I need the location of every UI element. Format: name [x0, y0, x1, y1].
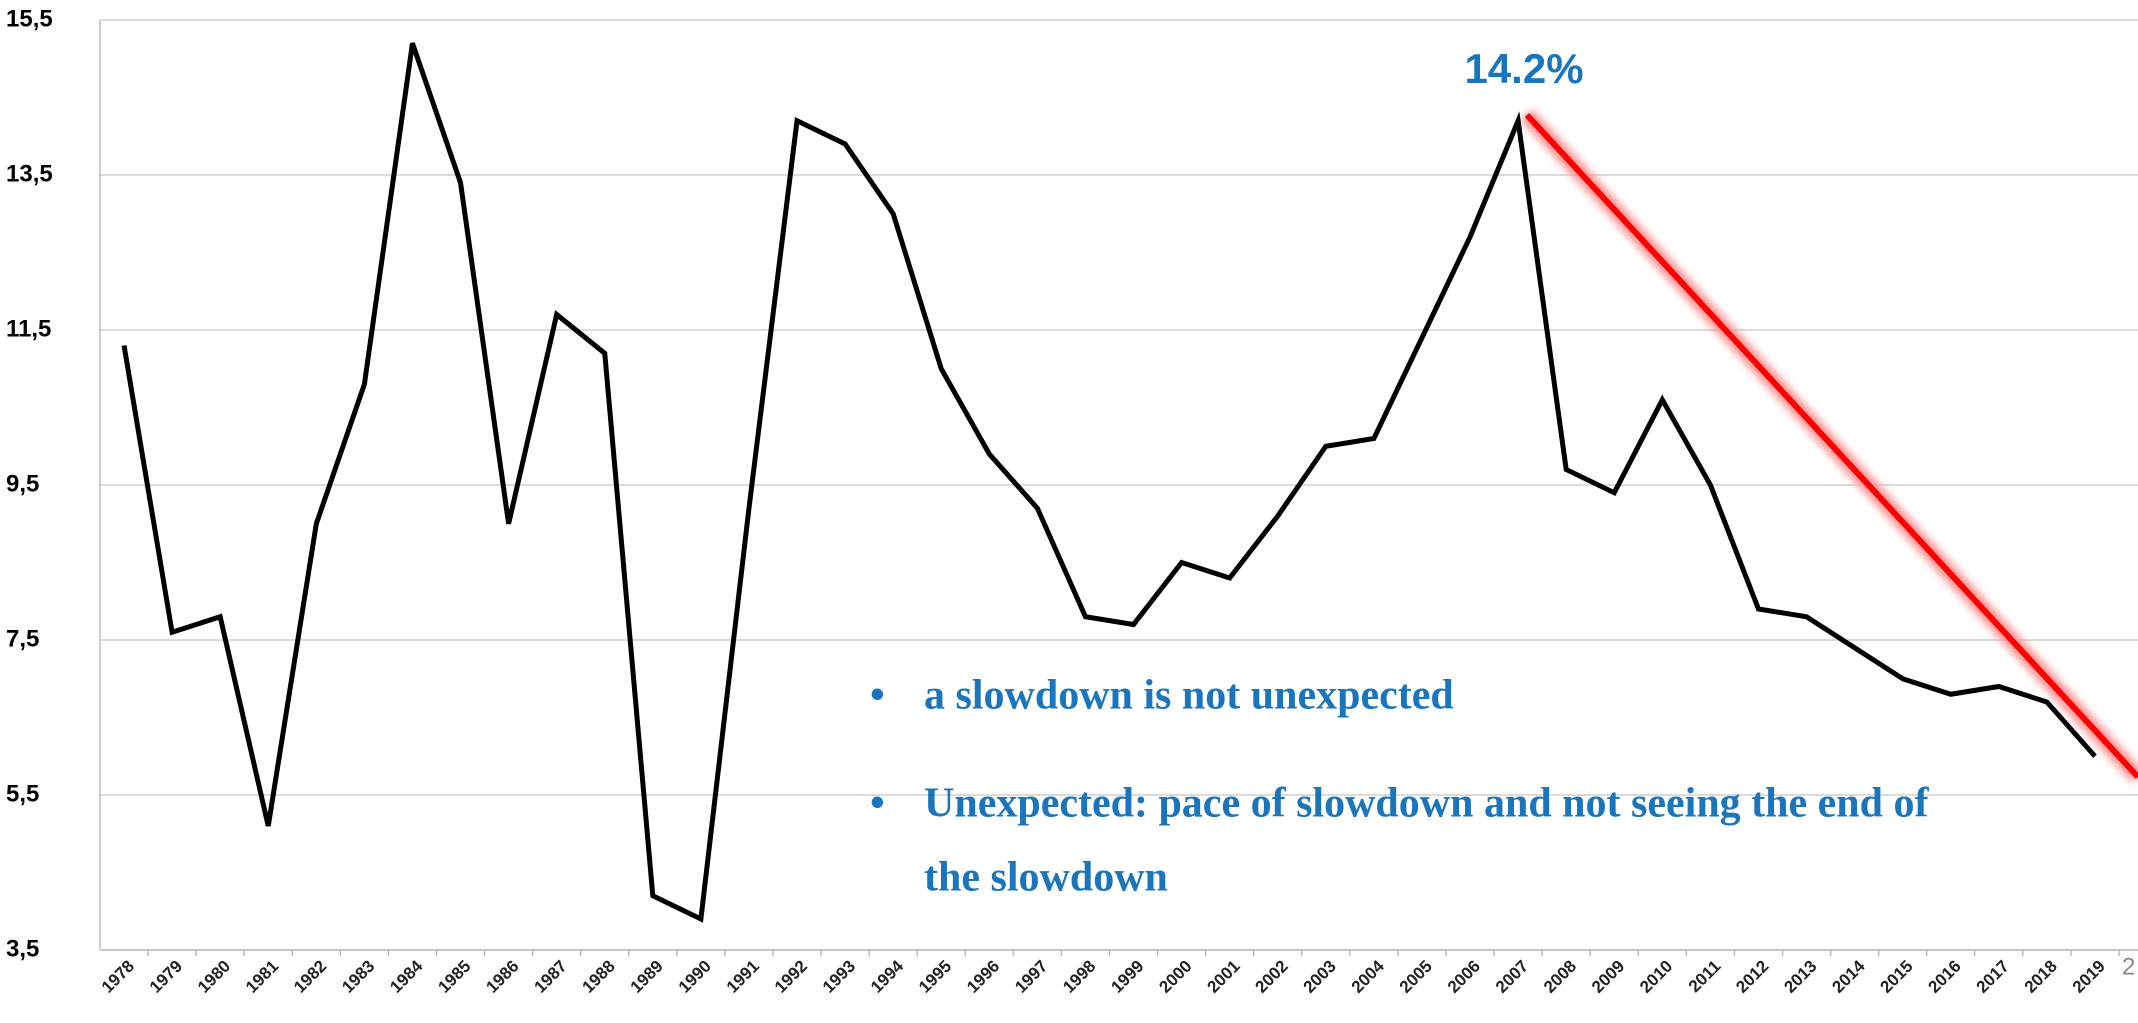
x-tick-label: 2008 [1540, 957, 1580, 997]
trend-line [1524, 112, 2138, 780]
grid [99, 19, 2138, 956]
x-tick-label: 1983 [338, 957, 378, 997]
x-tick-label: 1988 [579, 957, 619, 997]
y-tick-label: 15,5 [6, 5, 53, 32]
x-tick-label: 2013 [1780, 957, 1820, 997]
x-tick-label: 2009 [1588, 957, 1628, 997]
x-tick-label: 1989 [627, 957, 667, 997]
x-tick-label: 1981 [242, 957, 282, 997]
y-tick-label: 7,5 [6, 625, 39, 652]
x-tick-label: 1978 [98, 957, 138, 997]
x-tick-label: 2018 [2021, 957, 2061, 997]
x-tick-label: 1986 [482, 957, 522, 997]
y-tick-label: 11,5 [6, 315, 51, 342]
x-tick-label: 1982 [290, 957, 330, 997]
x-tick-label: 2003 [1300, 957, 1340, 997]
bullet-text: a slowdown is not unexpected [924, 673, 1454, 719]
x-tick-label: 2016 [1925, 957, 1965, 997]
x-tick-label: 1992 [771, 957, 811, 997]
x-tick-label: 2001 [1203, 957, 1243, 997]
x-tick-label: 1999 [1107, 957, 1147, 997]
x-tick-label: 2000 [1155, 957, 1195, 997]
x-tick-label: 1987 [530, 957, 570, 997]
x-tick-label: 1984 [386, 956, 427, 997]
x-tick-label: 1979 [146, 957, 186, 997]
y-tick-label: 13,5 [6, 160, 53, 187]
x-tick-label: 1985 [434, 957, 474, 997]
peak-label: 14.2% [1464, 45, 1583, 92]
bullet: • [870, 781, 885, 827]
bullet: • [870, 673, 885, 719]
x-tick-label: 2004 [1348, 956, 1389, 997]
x-tick-label: 1996 [963, 957, 1003, 997]
x-tick-label: 2007 [1492, 957, 1532, 997]
x-tick-label: 2019 [2069, 957, 2109, 997]
x-tick-label: 2006 [1444, 957, 1484, 997]
y-tick-label: 5,5 [6, 780, 39, 807]
x-tick-label: 2012 [1732, 957, 1772, 997]
line-series [121, 42, 2097, 923]
x-tick-label: 2015 [1876, 957, 1916, 997]
y-tick-label: 3,5 [6, 935, 39, 962]
x-tick-label: 2014 [1828, 956, 1869, 997]
x-tick-label: 2010 [1636, 957, 1676, 997]
x-tick-label: 1994 [867, 956, 908, 997]
x-tick-label: 2011 [1685, 957, 1725, 997]
y-tick-label: 9,5 [6, 470, 39, 497]
x-tick-label: 2002 [1252, 957, 1292, 997]
x-tick-label: 1991 [723, 957, 763, 997]
x-tick-label: 1993 [819, 957, 859, 997]
page-number: 2 [2122, 953, 2135, 980]
x-tick-label: 1995 [915, 957, 955, 997]
x-tick-label: 1997 [1011, 957, 1051, 997]
x-tick-label: 2017 [1973, 957, 2013, 997]
x-tick-label: 1980 [194, 957, 234, 997]
x-tick-label: 1998 [1059, 957, 1099, 997]
x-tick-label: 1990 [675, 957, 715, 997]
x-tick-label: 2005 [1396, 957, 1436, 997]
bullet-text: Unexpected: pace of slowdown and not see… [924, 781, 1930, 827]
bullet-text: the slowdown [924, 855, 1168, 901]
